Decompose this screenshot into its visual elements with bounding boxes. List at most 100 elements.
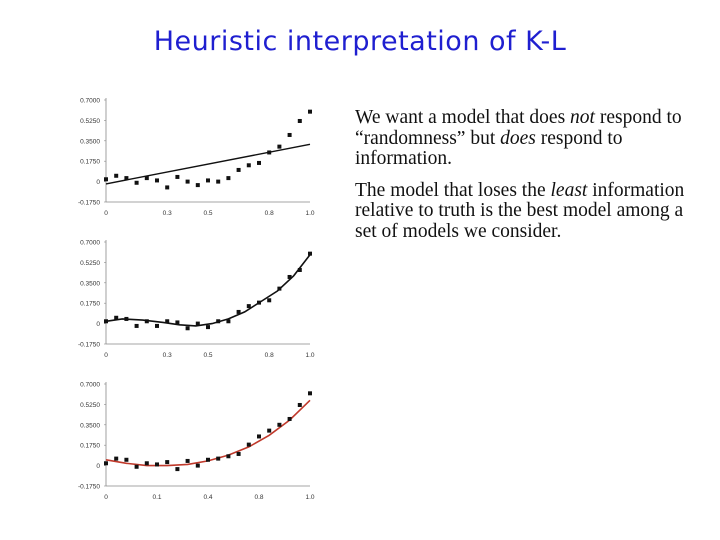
y-tick-label: 0.3500 [80, 138, 100, 145]
paragraph-1-emphasis-not: not [570, 107, 595, 128]
data-point [104, 177, 108, 182]
data-point [297, 267, 302, 272]
data-point [257, 300, 261, 305]
data-point [236, 167, 241, 172]
y-tick-label: 0.5250 [80, 260, 100, 267]
data-point [277, 144, 282, 149]
data-point [195, 463, 200, 468]
data-point [124, 176, 129, 181]
data-point [134, 323, 139, 328]
data-point [175, 467, 180, 472]
plot-quadratic-fit: 0.7000 0.5250 0.3500 0.1750 0 -0.1750 0 0.1 0.4 0… [64, 374, 334, 509]
data-point [114, 315, 119, 320]
data-point [226, 176, 231, 181]
y-tick-label: 0.1750 [80, 301, 100, 308]
data-point [246, 304, 251, 309]
y-tick-label: 0.5250 [80, 402, 100, 409]
data-point [236, 309, 241, 314]
data-point [165, 185, 170, 190]
fit-curve [105, 254, 311, 327]
plot-linear-fit: 0.7000 0.5250 0.3500 0.1750 0 -0.1750 0 0.3 0.5 0… [64, 90, 334, 225]
y-tick-label: -0.1750 [78, 484, 100, 491]
x-tick-label: 0.8 [254, 494, 263, 501]
data-point [216, 179, 221, 184]
data-point [114, 173, 119, 178]
data-point [165, 319, 170, 324]
data-point [155, 178, 159, 183]
data-point [185, 326, 190, 331]
x-tick-label: 0.5 [203, 210, 212, 217]
y-tick-label: 0.3500 [80, 422, 100, 429]
data-point [124, 457, 129, 462]
data-point [104, 319, 108, 324]
plot-quadratic-svg: 0.7000 0.5250 0.3500 0.1750 0 -0.1750 0 0.1 0.4 0… [78, 382, 315, 502]
y-tick-label: 0.7000 [80, 240, 100, 247]
data-point [216, 456, 221, 461]
data-point [206, 178, 210, 183]
data-point [175, 174, 180, 179]
data-point [287, 416, 292, 421]
paragraph-1-text-a: We want a model that does [355, 107, 571, 128]
y-tick-label: -0.1750 [78, 200, 100, 207]
data-point [185, 458, 190, 463]
data-point [185, 179, 190, 184]
data-point [267, 298, 272, 303]
slide-title: Heuristic interpretation of K-L [153, 26, 567, 57]
data-point [308, 251, 312, 256]
x-tick-label: 0.1 [152, 494, 161, 501]
paragraph-2-emphasis-least: least [550, 179, 588, 201]
x-tick-label: 1.0 [305, 210, 314, 217]
data-point [277, 422, 282, 427]
data-point [236, 451, 241, 456]
data-point [155, 323, 159, 328]
data-point [104, 461, 108, 466]
data-point [287, 274, 292, 279]
data-point [267, 150, 272, 155]
data-point [165, 460, 170, 465]
body-text: We want a model that does not respond to… [355, 107, 685, 253]
x-tick-label: 0.4 [203, 494, 212, 501]
paragraph-1-emphasis-does: does [500, 127, 536, 149]
plot-smooth-svg: 0.7000 0.5250 0.3500 0.1750 0 -0.1750 0 0.3 0.5 0… [78, 240, 315, 360]
y-tick-label: 0 [96, 463, 100, 470]
paragraph-2: The model that loses the least informati… [355, 179, 685, 243]
data-point [175, 320, 180, 325]
data-point [144, 461, 149, 466]
data-point [257, 434, 261, 439]
paragraph-1-text-b: respond to “randomness” but [355, 107, 682, 149]
x-tick-label: 0.8 [265, 210, 274, 217]
data-point [134, 180, 139, 185]
data-point [308, 109, 312, 114]
data-point [144, 319, 149, 324]
x-tick-label: 1.0 [305, 494, 314, 501]
data-point [257, 160, 261, 165]
data-point [124, 316, 129, 321]
data-point [297, 118, 302, 123]
data-point [308, 391, 312, 396]
x-tick-label: 0 [104, 352, 108, 359]
plot-linear-svg: 0.7000 0.5250 0.3500 0.1750 0 -0.1750 0 0.3 0.5 0… [78, 98, 315, 218]
data-point [206, 325, 210, 330]
data-point [134, 464, 139, 469]
y-tick-label: 0.1750 [80, 443, 100, 450]
y-tick-label: 0.3500 [80, 280, 100, 287]
y-tick-label: 0.1750 [80, 159, 100, 166]
y-tick-label: 0 [96, 179, 100, 186]
paragraph-2-text-b: information relative to truth is the bes… [355, 179, 685, 242]
data-point [144, 176, 149, 181]
data-point [246, 442, 251, 447]
fit-curve [105, 399, 311, 467]
y-tick-label: 0.5250 [80, 118, 100, 125]
y-tick-label: 0.7000 [80, 382, 100, 389]
data-point [267, 428, 272, 433]
data-point [216, 319, 221, 324]
y-tick-label: 0 [96, 321, 100, 328]
data-point [277, 286, 282, 291]
data-point [206, 457, 210, 462]
data-point [155, 462, 159, 467]
x-tick-label: 0.8 [265, 352, 274, 359]
y-tick-label: -0.1750 [78, 342, 100, 349]
x-tick-label: 1.0 [305, 352, 314, 359]
data-point [226, 319, 231, 324]
data-point [246, 163, 251, 168]
